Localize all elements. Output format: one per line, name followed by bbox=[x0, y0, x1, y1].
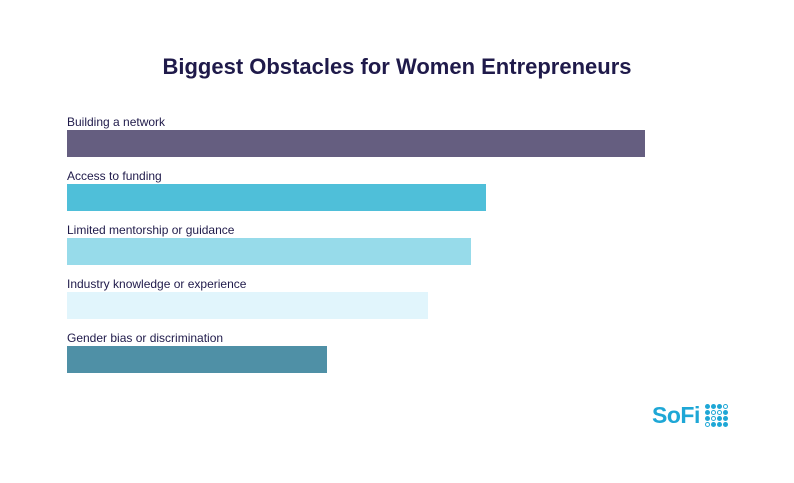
bar bbox=[67, 238, 472, 265]
bar-label: Building a network bbox=[67, 115, 166, 129]
logo-text: SoFi bbox=[652, 402, 700, 428]
bar bbox=[67, 292, 429, 319]
chart-title: Biggest Obstacles for Women Entrepreneur… bbox=[162, 54, 632, 79]
bar-label: Gender bias or discrimination bbox=[67, 331, 224, 345]
sofi-logo: SoFi bbox=[652, 402, 728, 429]
bar-label: Limited mentorship or guidance bbox=[67, 223, 235, 237]
logo-dots-icon bbox=[704, 404, 728, 427]
bar bbox=[67, 346, 328, 373]
bar-label: Access to funding bbox=[67, 169, 162, 183]
bar bbox=[67, 184, 487, 211]
bar-label: Industry knowledge or experience bbox=[67, 277, 247, 291]
bar bbox=[67, 130, 645, 157]
